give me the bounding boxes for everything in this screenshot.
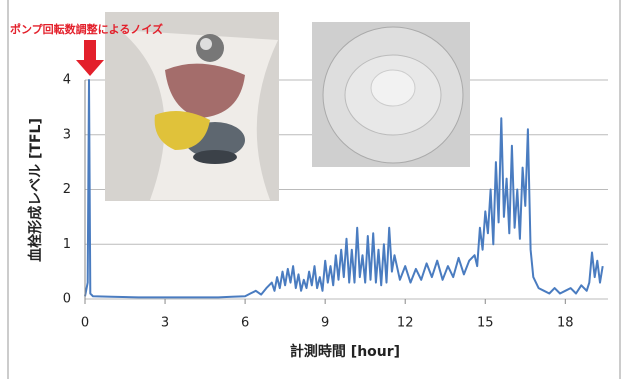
y-axis-label: 血栓形成レベル [TFL] — [27, 118, 44, 262]
annotation: ポンプ回転数調整によるノイズ — [10, 22, 163, 36]
photo-dish — [312, 22, 470, 167]
x-tick-label: 15 — [477, 316, 494, 331]
y-tick-label: 3 — [63, 127, 71, 142]
y-tick-label: 0 — [63, 292, 71, 307]
x-tick-label: 3 — [161, 316, 169, 331]
y-tick-label: 2 — [63, 182, 71, 197]
x-tick-label: 6 — [241, 316, 249, 331]
x-tick-label: 0 — [81, 316, 89, 331]
photo-thrombus — [105, 12, 279, 201]
x-axis-label: 計測時間 [hour] — [290, 343, 400, 360]
y-tick-label: 1 — [63, 237, 71, 252]
chart: ポンプ回転数調整によるノイズ 計測時間 [hour] 血栓形成レベル [TFL]… — [0, 0, 628, 379]
y-tick-label: 4 — [63, 73, 71, 88]
x-tick-label: 18 — [557, 316, 574, 331]
x-tick-label: 9 — [321, 316, 329, 331]
x-tick-label: 12 — [397, 316, 414, 331]
